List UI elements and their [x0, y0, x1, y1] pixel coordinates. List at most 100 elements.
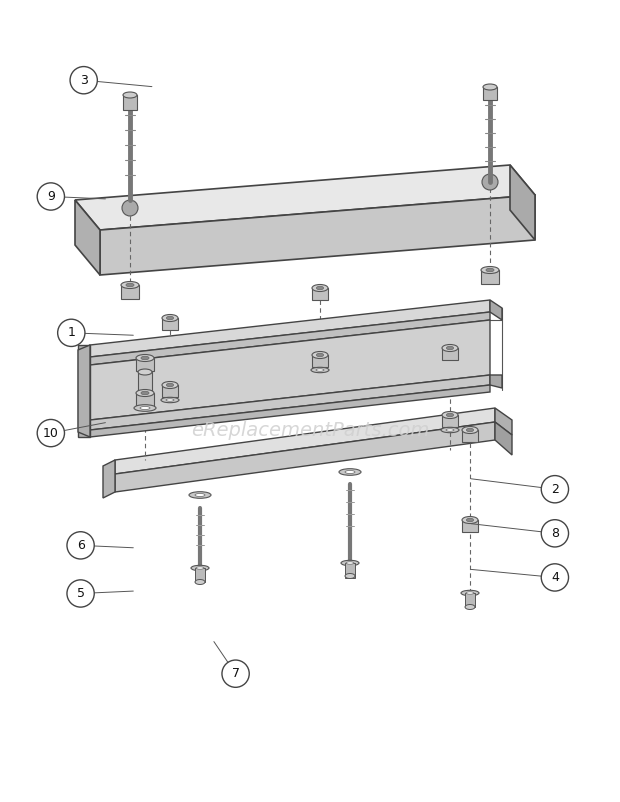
Circle shape [67, 532, 94, 559]
Ellipse shape [141, 391, 149, 395]
Polygon shape [495, 422, 512, 455]
Circle shape [58, 319, 85, 346]
Circle shape [541, 476, 569, 503]
Circle shape [67, 580, 94, 607]
Ellipse shape [162, 314, 178, 322]
Ellipse shape [466, 592, 474, 594]
Ellipse shape [136, 354, 154, 362]
Ellipse shape [461, 590, 479, 596]
Polygon shape [115, 422, 495, 492]
Polygon shape [442, 415, 458, 427]
Ellipse shape [316, 353, 324, 357]
Polygon shape [75, 165, 535, 230]
Polygon shape [90, 320, 490, 420]
Polygon shape [490, 375, 502, 388]
Text: 9: 9 [47, 190, 55, 203]
Polygon shape [115, 408, 495, 474]
Text: 10: 10 [43, 427, 59, 439]
Ellipse shape [346, 561, 354, 564]
Ellipse shape [136, 390, 154, 396]
Polygon shape [195, 568, 205, 582]
Ellipse shape [166, 383, 174, 387]
Circle shape [541, 564, 569, 591]
Ellipse shape [441, 427, 459, 433]
Ellipse shape [462, 427, 478, 434]
Ellipse shape [138, 369, 152, 375]
Ellipse shape [481, 266, 499, 273]
Polygon shape [481, 270, 499, 284]
Circle shape [541, 520, 569, 547]
Ellipse shape [345, 471, 355, 473]
Polygon shape [510, 165, 535, 240]
Circle shape [70, 67, 97, 94]
Circle shape [37, 419, 64, 447]
Ellipse shape [316, 286, 324, 290]
Polygon shape [495, 408, 512, 435]
Polygon shape [312, 288, 328, 300]
Ellipse shape [483, 84, 497, 90]
Ellipse shape [312, 351, 328, 358]
Polygon shape [138, 372, 152, 392]
Polygon shape [90, 385, 490, 437]
Polygon shape [442, 348, 458, 360]
Polygon shape [136, 393, 154, 406]
Ellipse shape [189, 492, 211, 498]
Polygon shape [345, 563, 355, 578]
Text: 7: 7 [232, 667, 239, 680]
Text: 1: 1 [68, 326, 75, 339]
Ellipse shape [339, 468, 361, 476]
Ellipse shape [311, 367, 329, 373]
Ellipse shape [312, 285, 328, 291]
Circle shape [482, 174, 498, 190]
Polygon shape [90, 312, 490, 365]
Polygon shape [490, 300, 502, 320]
Ellipse shape [195, 580, 205, 585]
Polygon shape [162, 318, 178, 330]
Polygon shape [462, 520, 478, 532]
Ellipse shape [465, 605, 475, 610]
Text: 4: 4 [551, 571, 559, 584]
Circle shape [122, 200, 138, 216]
Polygon shape [121, 285, 139, 299]
Text: 5: 5 [77, 587, 84, 600]
Polygon shape [462, 430, 478, 442]
Text: 2: 2 [551, 483, 559, 496]
Ellipse shape [462, 516, 478, 524]
Polygon shape [465, 593, 475, 607]
Ellipse shape [446, 346, 454, 350]
Ellipse shape [161, 397, 179, 403]
Ellipse shape [191, 565, 209, 571]
Text: eReplacementParts.com: eReplacementParts.com [191, 420, 429, 439]
Ellipse shape [166, 316, 174, 320]
Ellipse shape [442, 411, 458, 419]
Polygon shape [100, 195, 535, 275]
Ellipse shape [466, 428, 474, 431]
Ellipse shape [196, 567, 204, 569]
Polygon shape [483, 87, 497, 100]
Ellipse shape [121, 282, 139, 289]
Ellipse shape [141, 356, 149, 360]
Polygon shape [123, 95, 137, 110]
Ellipse shape [345, 573, 355, 578]
Polygon shape [312, 355, 328, 367]
Polygon shape [90, 375, 490, 430]
Ellipse shape [442, 345, 458, 351]
Ellipse shape [134, 405, 156, 411]
Text: 8: 8 [551, 527, 559, 540]
Circle shape [37, 183, 64, 210]
Polygon shape [90, 300, 490, 357]
Ellipse shape [166, 399, 174, 401]
Ellipse shape [195, 493, 205, 496]
Circle shape [222, 660, 249, 687]
Ellipse shape [446, 429, 454, 431]
Ellipse shape [140, 407, 150, 410]
Polygon shape [103, 460, 115, 498]
Ellipse shape [486, 268, 494, 272]
Ellipse shape [316, 369, 324, 371]
Text: 3: 3 [80, 74, 87, 87]
Polygon shape [162, 385, 178, 397]
Polygon shape [78, 345, 90, 437]
Ellipse shape [341, 561, 359, 565]
Ellipse shape [466, 518, 474, 522]
Ellipse shape [126, 283, 134, 287]
